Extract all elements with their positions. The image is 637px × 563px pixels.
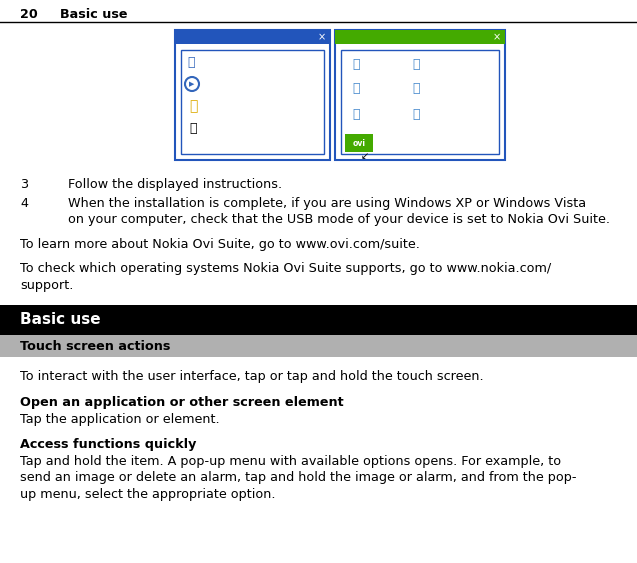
Text: ↙: ↙ bbox=[361, 151, 369, 161]
Text: 🚫: 🚫 bbox=[189, 122, 196, 135]
Text: 📁: 📁 bbox=[412, 83, 420, 96]
Text: 📁: 📁 bbox=[412, 57, 420, 70]
Text: 4: 4 bbox=[20, 197, 28, 210]
Text: 📁: 📁 bbox=[352, 108, 360, 120]
Bar bbox=[0, 335, 637, 357]
Bar bbox=[175, 30, 330, 160]
Text: Tap and hold the item. A pop-up menu with available options opens. For example, : Tap and hold the item. A pop-up menu wit… bbox=[20, 455, 576, 501]
Text: 3: 3 bbox=[20, 178, 28, 191]
Text: Basic use: Basic use bbox=[20, 312, 101, 328]
Text: Follow the displayed instructions.: Follow the displayed instructions. bbox=[68, 178, 282, 191]
Text: Basic use: Basic use bbox=[60, 7, 127, 20]
Bar bbox=[181, 50, 324, 154]
Text: ⬛: ⬛ bbox=[187, 56, 194, 69]
Bar bbox=[341, 50, 499, 154]
Text: Tap the application or element.: Tap the application or element. bbox=[20, 413, 220, 426]
Text: Access functions quickly: Access functions quickly bbox=[20, 438, 196, 451]
Text: To learn more about Nokia Ovi Suite, go to www.ovi.com/suite.: To learn more about Nokia Ovi Suite, go … bbox=[20, 238, 420, 251]
Bar bbox=[345, 134, 373, 152]
Bar bbox=[335, 30, 505, 44]
Text: ×: × bbox=[318, 32, 326, 42]
Text: ovi: ovi bbox=[352, 138, 366, 148]
Text: 20: 20 bbox=[20, 7, 38, 20]
Text: 📁: 📁 bbox=[189, 99, 197, 113]
Text: To check which operating systems Nokia Ovi Suite supports, go to www.nokia.com/
: To check which operating systems Nokia O… bbox=[20, 262, 551, 292]
Text: When the installation is complete, if you are using Windows XP or Windows Vista
: When the installation is complete, if yo… bbox=[68, 197, 610, 226]
Text: 📁: 📁 bbox=[412, 108, 420, 120]
Text: ×: × bbox=[493, 32, 501, 42]
Text: Open an application or other screen element: Open an application or other screen elem… bbox=[20, 396, 343, 409]
Bar bbox=[335, 30, 505, 160]
Text: To interact with the user interface, tap or tap and hold the touch screen.: To interact with the user interface, tap… bbox=[20, 370, 483, 383]
Bar bbox=[175, 30, 330, 44]
Text: 📁: 📁 bbox=[352, 57, 360, 70]
Text: Touch screen actions: Touch screen actions bbox=[20, 339, 170, 352]
Text: ▶: ▶ bbox=[189, 81, 195, 87]
Bar bbox=[0, 305, 637, 335]
Text: 📁: 📁 bbox=[352, 83, 360, 96]
